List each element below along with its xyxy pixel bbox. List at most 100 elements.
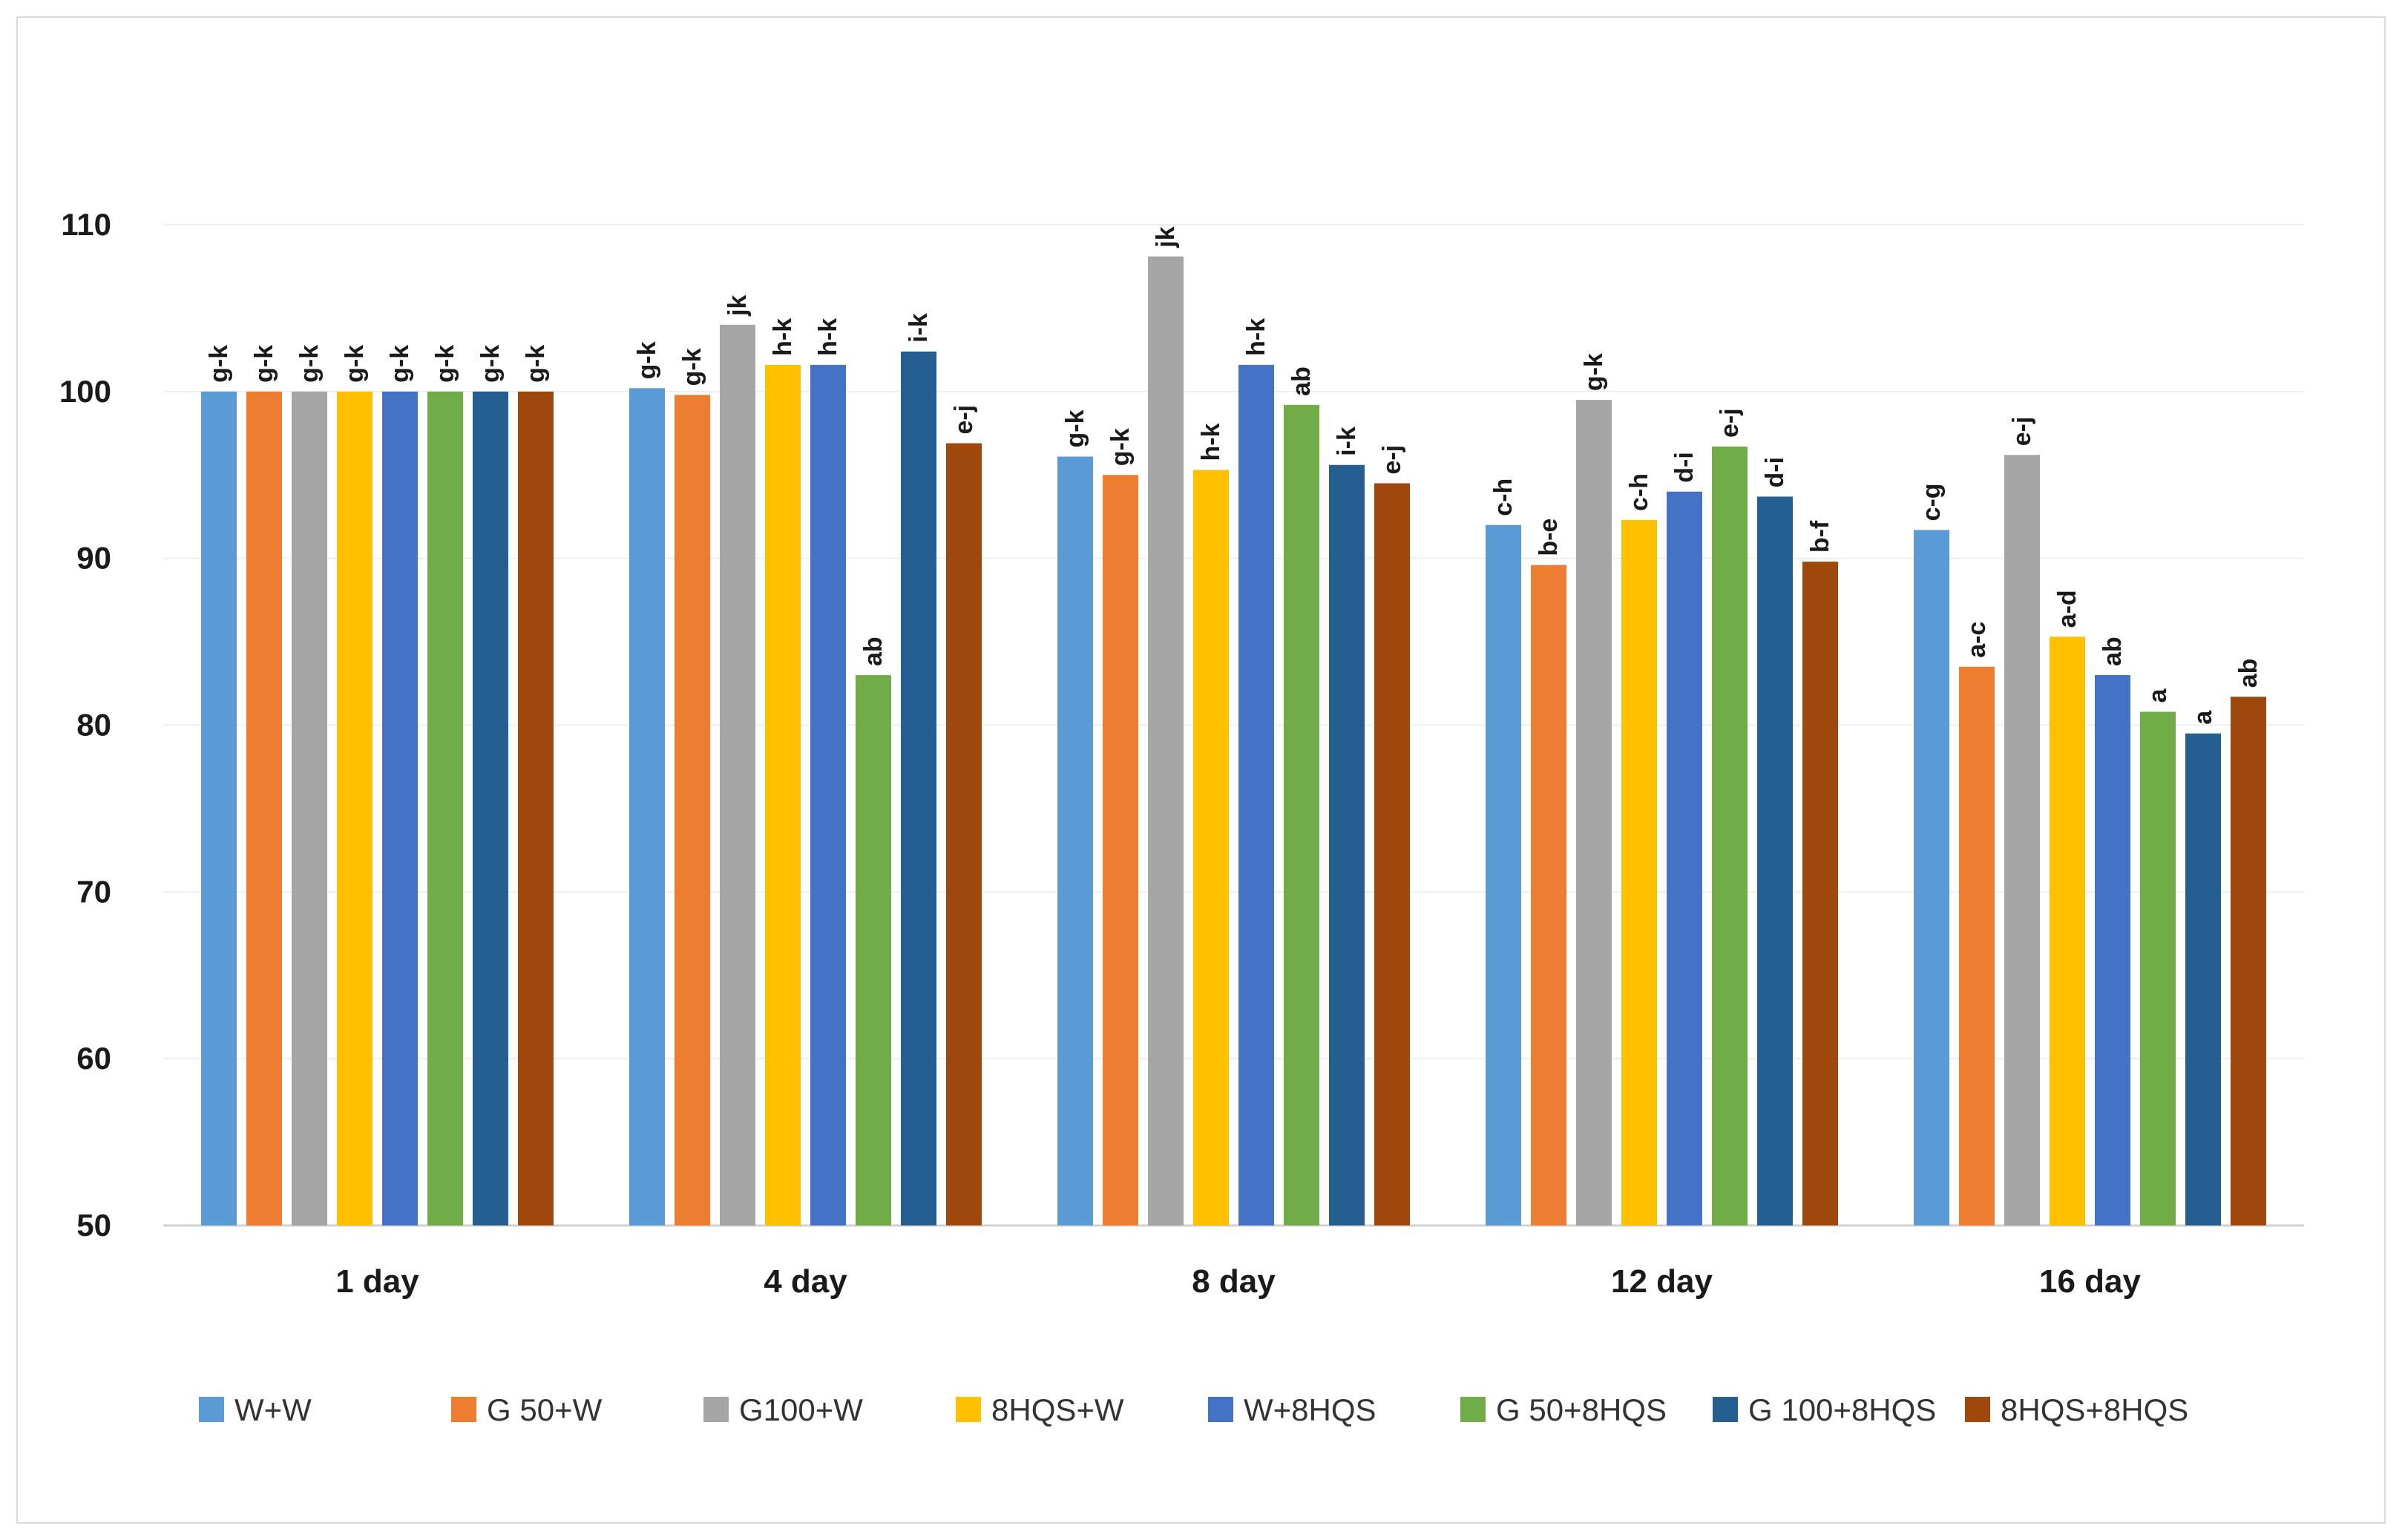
- bar-letter-label: g-k: [205, 345, 233, 383]
- legend-label: 8HQS+8HQS: [2001, 1392, 2188, 1427]
- bar-letter-label: g-k: [431, 345, 459, 383]
- legend-label: G 50+8HQS: [1496, 1392, 1667, 1427]
- x-category-label: 4 day: [764, 1263, 847, 1300]
- y-axis: 50 60 70 80 90 100 110: [59, 207, 111, 1243]
- legend-label: 8HQS+W: [991, 1392, 1124, 1427]
- bar-letter-label: a: [2144, 688, 2172, 703]
- legend-swatch: [451, 1397, 476, 1422]
- bar-letter-label: a-c: [1963, 622, 1991, 658]
- y-tick-label: 70: [76, 874, 111, 909]
- legend-swatch: [703, 1397, 729, 1422]
- bar-letter-label: g-k: [522, 345, 550, 383]
- legend-label: G 100+8HQS: [1748, 1392, 1936, 1427]
- bar: [1329, 464, 1365, 1225]
- legend-swatch: [1965, 1397, 1990, 1422]
- bar: [1486, 524, 1521, 1225]
- bar: [2231, 697, 2266, 1225]
- bar: [1667, 491, 1702, 1225]
- legend-swatch: [1208, 1397, 1233, 1422]
- x-category-label: 16 day: [2039, 1263, 2142, 1300]
- bar: [2140, 711, 2176, 1225]
- bar-letter-label: jk: [723, 294, 752, 316]
- bar-letter-label: b-f: [1806, 520, 1834, 553]
- bar: [1284, 404, 1319, 1225]
- legend-label: G 50+W: [487, 1392, 603, 1427]
- bar: [1576, 400, 1612, 1226]
- bar: [1103, 475, 1138, 1225]
- bar: [337, 391, 373, 1226]
- legend-swatch: [1713, 1397, 1738, 1422]
- bar: [1057, 456, 1093, 1225]
- bar-letter-label: e-j: [2008, 417, 2036, 447]
- bars: [201, 256, 2266, 1226]
- bar-letter-label: g-k: [386, 345, 414, 383]
- bar: [765, 364, 801, 1225]
- bar: [292, 391, 327, 1226]
- bar-letter-label: h-k: [769, 318, 797, 356]
- bar-letter-label: e-j: [1716, 408, 1744, 438]
- bar: [1148, 256, 1184, 1226]
- bar-letter-label: c-h: [1489, 478, 1517, 516]
- bar: [1374, 483, 1410, 1225]
- bar: [1914, 530, 1949, 1225]
- bar: [1757, 496, 1793, 1225]
- bar: [901, 351, 936, 1226]
- y-tick-label: 80: [76, 708, 111, 743]
- bar: [1531, 565, 1566, 1225]
- legend-label: W+8HQS: [1244, 1392, 1376, 1427]
- bar: [1621, 519, 1657, 1225]
- bar: [720, 324, 755, 1225]
- bar: [2185, 733, 2221, 1225]
- x-category-label: 12 day: [1611, 1263, 1713, 1300]
- bar-letter-label: g-k: [476, 345, 505, 383]
- bar: [2004, 455, 2040, 1225]
- bar-letter-label: h-k: [1242, 318, 1270, 356]
- bar: [1802, 562, 1838, 1225]
- y-tick-label: 110: [61, 207, 111, 242]
- legend-label: W+W: [234, 1392, 312, 1427]
- bar: [1238, 364, 1274, 1225]
- bar-letter-label: g-k: [1061, 409, 1089, 447]
- bar: [1712, 447, 1748, 1225]
- y-tick-label: 50: [76, 1208, 111, 1243]
- bar: [427, 391, 463, 1226]
- bar-letter-label: i-k: [1333, 427, 1361, 456]
- x-category-label: 1 day: [335, 1263, 419, 1300]
- legend: W+W G 50+W G100+W 8HQS+W W+8HQS G 50+8HQS G 10…: [199, 1392, 2188, 1427]
- bar: [629, 388, 665, 1225]
- bar-letter-label: ab: [1287, 366, 1316, 396]
- legend-swatch: [1460, 1397, 1486, 1422]
- bar-letter-label: g-k: [678, 348, 706, 386]
- bar-letter-label: a-d: [2053, 590, 2081, 628]
- y-tick-label: 60: [76, 1041, 111, 1076]
- bar: [946, 443, 982, 1225]
- bar-letter-label: g-k: [1580, 353, 1608, 391]
- bar: [856, 675, 891, 1225]
- y-tick-label: 90: [76, 541, 111, 576]
- bar: [382, 391, 418, 1226]
- bar-letter-label: jk: [1152, 226, 1180, 248]
- bar: [473, 391, 508, 1226]
- bar-letter-label: a: [2189, 710, 2217, 725]
- legend-label: G100+W: [739, 1392, 863, 1427]
- legend-swatch: [956, 1397, 981, 1422]
- bar-letter-label: g-k: [633, 341, 661, 379]
- x-category-label: 8 day: [1192, 1263, 1276, 1300]
- bar: [201, 391, 237, 1226]
- legend-swatch: [199, 1397, 224, 1422]
- bar-letter-label: g-k: [250, 345, 278, 383]
- bar: [1959, 666, 1995, 1225]
- bar-letter-label: h-k: [1197, 423, 1225, 461]
- x-axis: 1 day 4 day 8 day 12 day 16 day: [335, 1263, 2141, 1300]
- bar: [518, 391, 554, 1226]
- bar-letter-label: d-i: [1670, 452, 1699, 483]
- bar: [2050, 636, 2085, 1225]
- bar-letter-label: ab: [2099, 636, 2127, 666]
- bar-letter-label: c-h: [1625, 473, 1653, 511]
- bar: [246, 391, 282, 1226]
- bar-letter-label: g-k: [1106, 428, 1135, 466]
- bar-letter-label: ab: [2234, 659, 2262, 688]
- bar-letter-label: g-k: [295, 345, 324, 383]
- bar-letter-label: c-g: [1917, 483, 1946, 521]
